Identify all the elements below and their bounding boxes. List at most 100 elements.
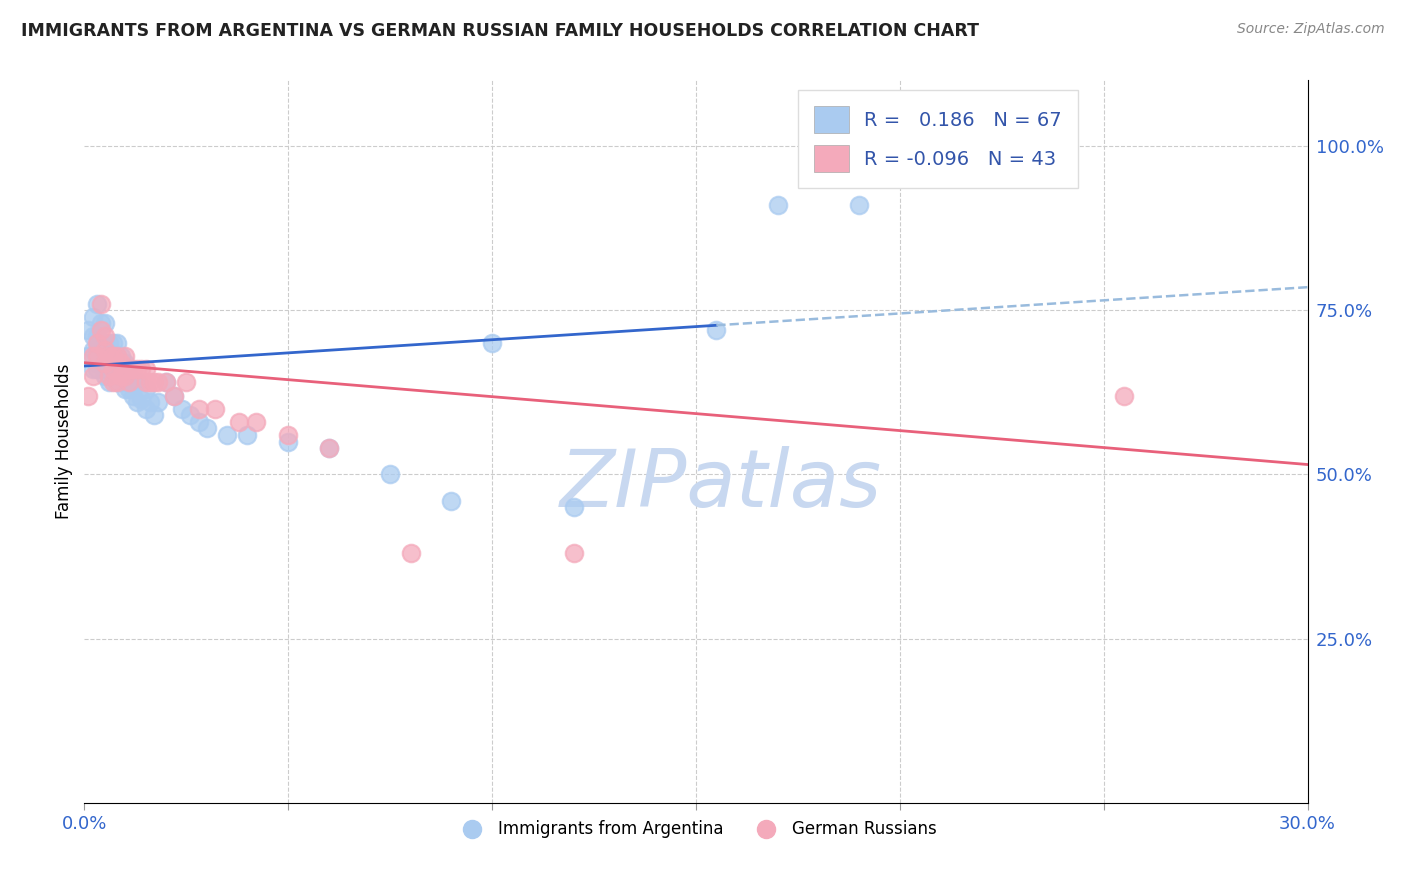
Point (105, 349, 128, 363)
Legend: Immigrants from Argentina, German Russians: Immigrants from Argentina, German Russia… (449, 814, 943, 845)
Point (82, 343, 104, 357)
Point (105, 376, 128, 390)
Point (97, 376, 120, 390)
Point (118, 368, 141, 383)
Point (101, 362, 124, 376)
Point (93, 349, 115, 363)
Point (142, 409, 165, 423)
Point (77, 349, 100, 363)
Point (86, 329, 108, 343)
Point (135, 362, 157, 376)
Point (110, 362, 132, 376)
Point (245, 415, 267, 429)
Y-axis label: Family Households: Family Households (55, 364, 73, 519)
Point (90, 296, 112, 310)
Point (86, 349, 108, 363)
Point (380, 467, 402, 482)
Point (97, 349, 120, 363)
Point (562, 500, 585, 515)
Point (97, 362, 120, 376)
Point (110, 376, 132, 390)
Point (204, 401, 226, 416)
Point (848, 198, 870, 212)
Point (110, 349, 132, 363)
Point (179, 409, 201, 423)
Text: IMMIGRANTS FROM ARGENTINA VS GERMAN RUSSIAN FAMILY HOUSEHOLDS CORRELATION CHART: IMMIGRANTS FROM ARGENTINA VS GERMAN RUSS… (21, 22, 979, 40)
Point (277, 428, 299, 442)
Point (93, 316, 115, 330)
Text: ZIPatlas: ZIPatlas (560, 446, 882, 524)
Point (86, 296, 108, 310)
Point (236, 428, 259, 442)
Point (228, 415, 250, 429)
Point (562, 546, 585, 560)
Point (172, 401, 194, 416)
Point (146, 395, 169, 409)
Point (481, 336, 503, 351)
Point (97, 336, 120, 351)
Point (82, 349, 104, 363)
Point (118, 362, 141, 376)
Point (93, 343, 115, 357)
Point (93, 368, 115, 383)
Point (90, 316, 112, 330)
Point (114, 356, 136, 370)
Point (82, 310, 104, 324)
Point (146, 376, 169, 390)
Point (399, 546, 422, 560)
Point (82, 368, 104, 383)
Point (187, 415, 209, 429)
Point (110, 356, 132, 370)
Point (93, 329, 115, 343)
Point (90, 323, 112, 337)
Text: Source: ZipAtlas.com: Source: ZipAtlas.com (1237, 22, 1385, 37)
Point (127, 362, 149, 376)
Point (766, 198, 789, 212)
Point (86, 362, 108, 376)
Point (114, 368, 136, 383)
Point (82, 362, 104, 376)
Point (90, 336, 112, 351)
Point (101, 362, 124, 376)
Point (195, 421, 218, 435)
Point (122, 388, 145, 402)
Point (174, 376, 197, 390)
Point (131, 362, 153, 376)
Point (1114, 388, 1136, 402)
Point (93, 336, 115, 351)
Point (138, 376, 160, 390)
Point (142, 376, 165, 390)
Point (138, 395, 160, 409)
Point (114, 382, 136, 396)
Point (101, 349, 124, 363)
Point (155, 376, 177, 390)
Point (135, 382, 157, 396)
Point (155, 376, 177, 390)
Point (101, 376, 124, 390)
Point (135, 401, 157, 416)
Point (105, 376, 128, 390)
Point (122, 362, 145, 376)
Point (93, 356, 115, 370)
Point (97, 349, 120, 363)
Point (135, 376, 157, 390)
Point (163, 388, 186, 402)
Point (318, 441, 340, 455)
Point (127, 395, 149, 409)
Point (90, 349, 112, 363)
Point (101, 368, 124, 383)
Point (163, 388, 186, 402)
Point (131, 392, 153, 406)
Point (82, 329, 104, 343)
Point (318, 441, 340, 455)
Point (77, 323, 100, 337)
Point (105, 349, 128, 363)
Point (706, 323, 728, 337)
Point (118, 382, 141, 396)
Point (114, 349, 136, 363)
Point (101, 336, 124, 351)
Point (277, 434, 299, 449)
Point (114, 368, 136, 383)
Point (86, 356, 108, 370)
Point (86, 336, 108, 351)
